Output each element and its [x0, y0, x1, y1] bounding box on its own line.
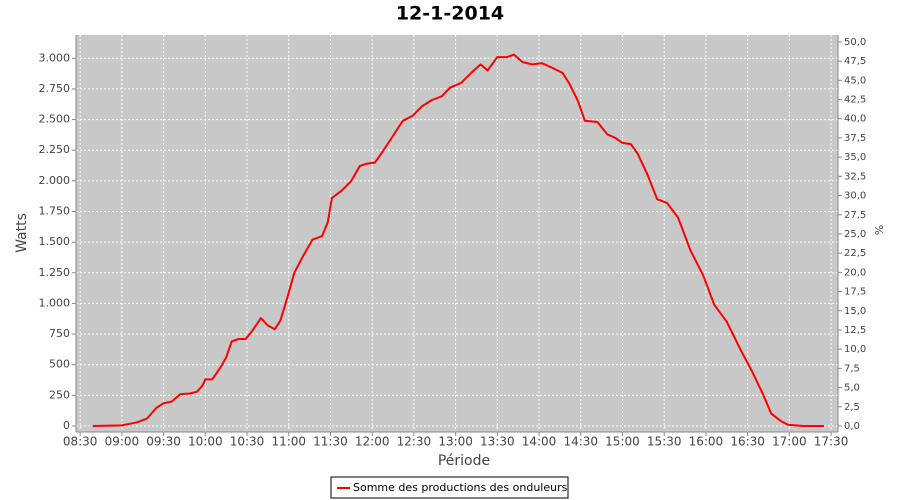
y2-axis-label: % [873, 225, 886, 235]
y2-tick-label: 42,5 [844, 95, 866, 106]
x-tick-label: 12:30 [397, 435, 432, 449]
x-tick-label: 13:00 [438, 435, 473, 449]
y-tick-label: 250 [49, 388, 70, 401]
x-tick-label: 16:30 [730, 435, 765, 449]
y-tick-label: 1.000 [39, 296, 71, 309]
y2-tick-label: 5,0 [844, 383, 860, 394]
x-tick-label: 16:00 [689, 435, 724, 449]
y2-tick-label: 47,5 [844, 56, 866, 67]
y2-tick-label: 25,0 [844, 229, 866, 240]
x-tick-label: 15:30 [647, 435, 682, 449]
y2-tick-label: 0,0 [844, 421, 860, 432]
y2-tick-label: 12,5 [844, 325, 866, 336]
y2-tick-label: 10,0 [844, 344, 866, 355]
x-tick-label: 11:00 [271, 435, 306, 449]
x-tick-label: 10:30 [230, 435, 265, 449]
y-tick-label: 0 [63, 419, 70, 432]
y2-tick-label: 50,0 [844, 37, 866, 48]
y2-tick-label: 40,0 [844, 114, 866, 125]
legend [330, 476, 569, 499]
x-tick-label: 08:30 [63, 435, 98, 449]
y-tick-label: 2.750 [39, 82, 71, 95]
y2-tick-label: 35,0 [844, 152, 866, 163]
plot-area [76, 35, 838, 432]
x-tick-label: 10:00 [188, 435, 223, 449]
y-tick-label: 1.250 [39, 266, 71, 279]
y-tick-label: 2.000 [39, 174, 71, 187]
x-tick-label: 15:00 [605, 435, 640, 449]
x-axis-label: Période [438, 453, 490, 469]
x-tick-label: 11:30 [313, 435, 348, 449]
x-tick-label: 12:00 [355, 435, 390, 449]
y-tick-label: 2.250 [39, 143, 71, 156]
x-tick-label: 09:00 [105, 435, 140, 449]
y-tick-label: 1.750 [39, 204, 71, 217]
y2-tick-label: 2,5 [844, 402, 860, 413]
y2-tick-label: 37,5 [844, 133, 866, 144]
y-tick-label: 1.500 [39, 235, 71, 248]
chart-title: 12-1-2014 [396, 3, 504, 25]
y2-tick-label: 32,5 [844, 171, 866, 182]
x-tick-label: 17:30 [814, 435, 849, 449]
y-tick-label: 3.000 [39, 51, 71, 64]
x-tick-label: 09:30 [146, 435, 181, 449]
y-tick-label: 2.500 [39, 113, 71, 126]
x-tick-label: 13:30 [480, 435, 515, 449]
y2-tick-label: 17,5 [844, 287, 866, 298]
x-tick-label: 14:00 [522, 435, 557, 449]
x-tick-label: 14:30 [563, 435, 598, 449]
y-tick-label: 500 [49, 358, 70, 371]
y-tick-label: 750 [49, 327, 70, 340]
y-axis-label: Watts [14, 213, 30, 253]
line [92, 53, 825, 427]
y2-tick-label: 15,0 [844, 306, 866, 317]
y2-tick-label: 20,0 [844, 267, 866, 278]
y2-tick-label: 22,5 [844, 248, 866, 259]
y2-tick-label: 27,5 [844, 210, 866, 221]
legend-label: Somme des productions des onduleurs [353, 481, 568, 494]
x-tick-label: 17:00 [772, 435, 807, 449]
y2-tick-label: 7,5 [844, 363, 860, 374]
y2-tick-label: 30,0 [844, 191, 866, 202]
y2-tick-label: 45,0 [844, 75, 866, 86]
